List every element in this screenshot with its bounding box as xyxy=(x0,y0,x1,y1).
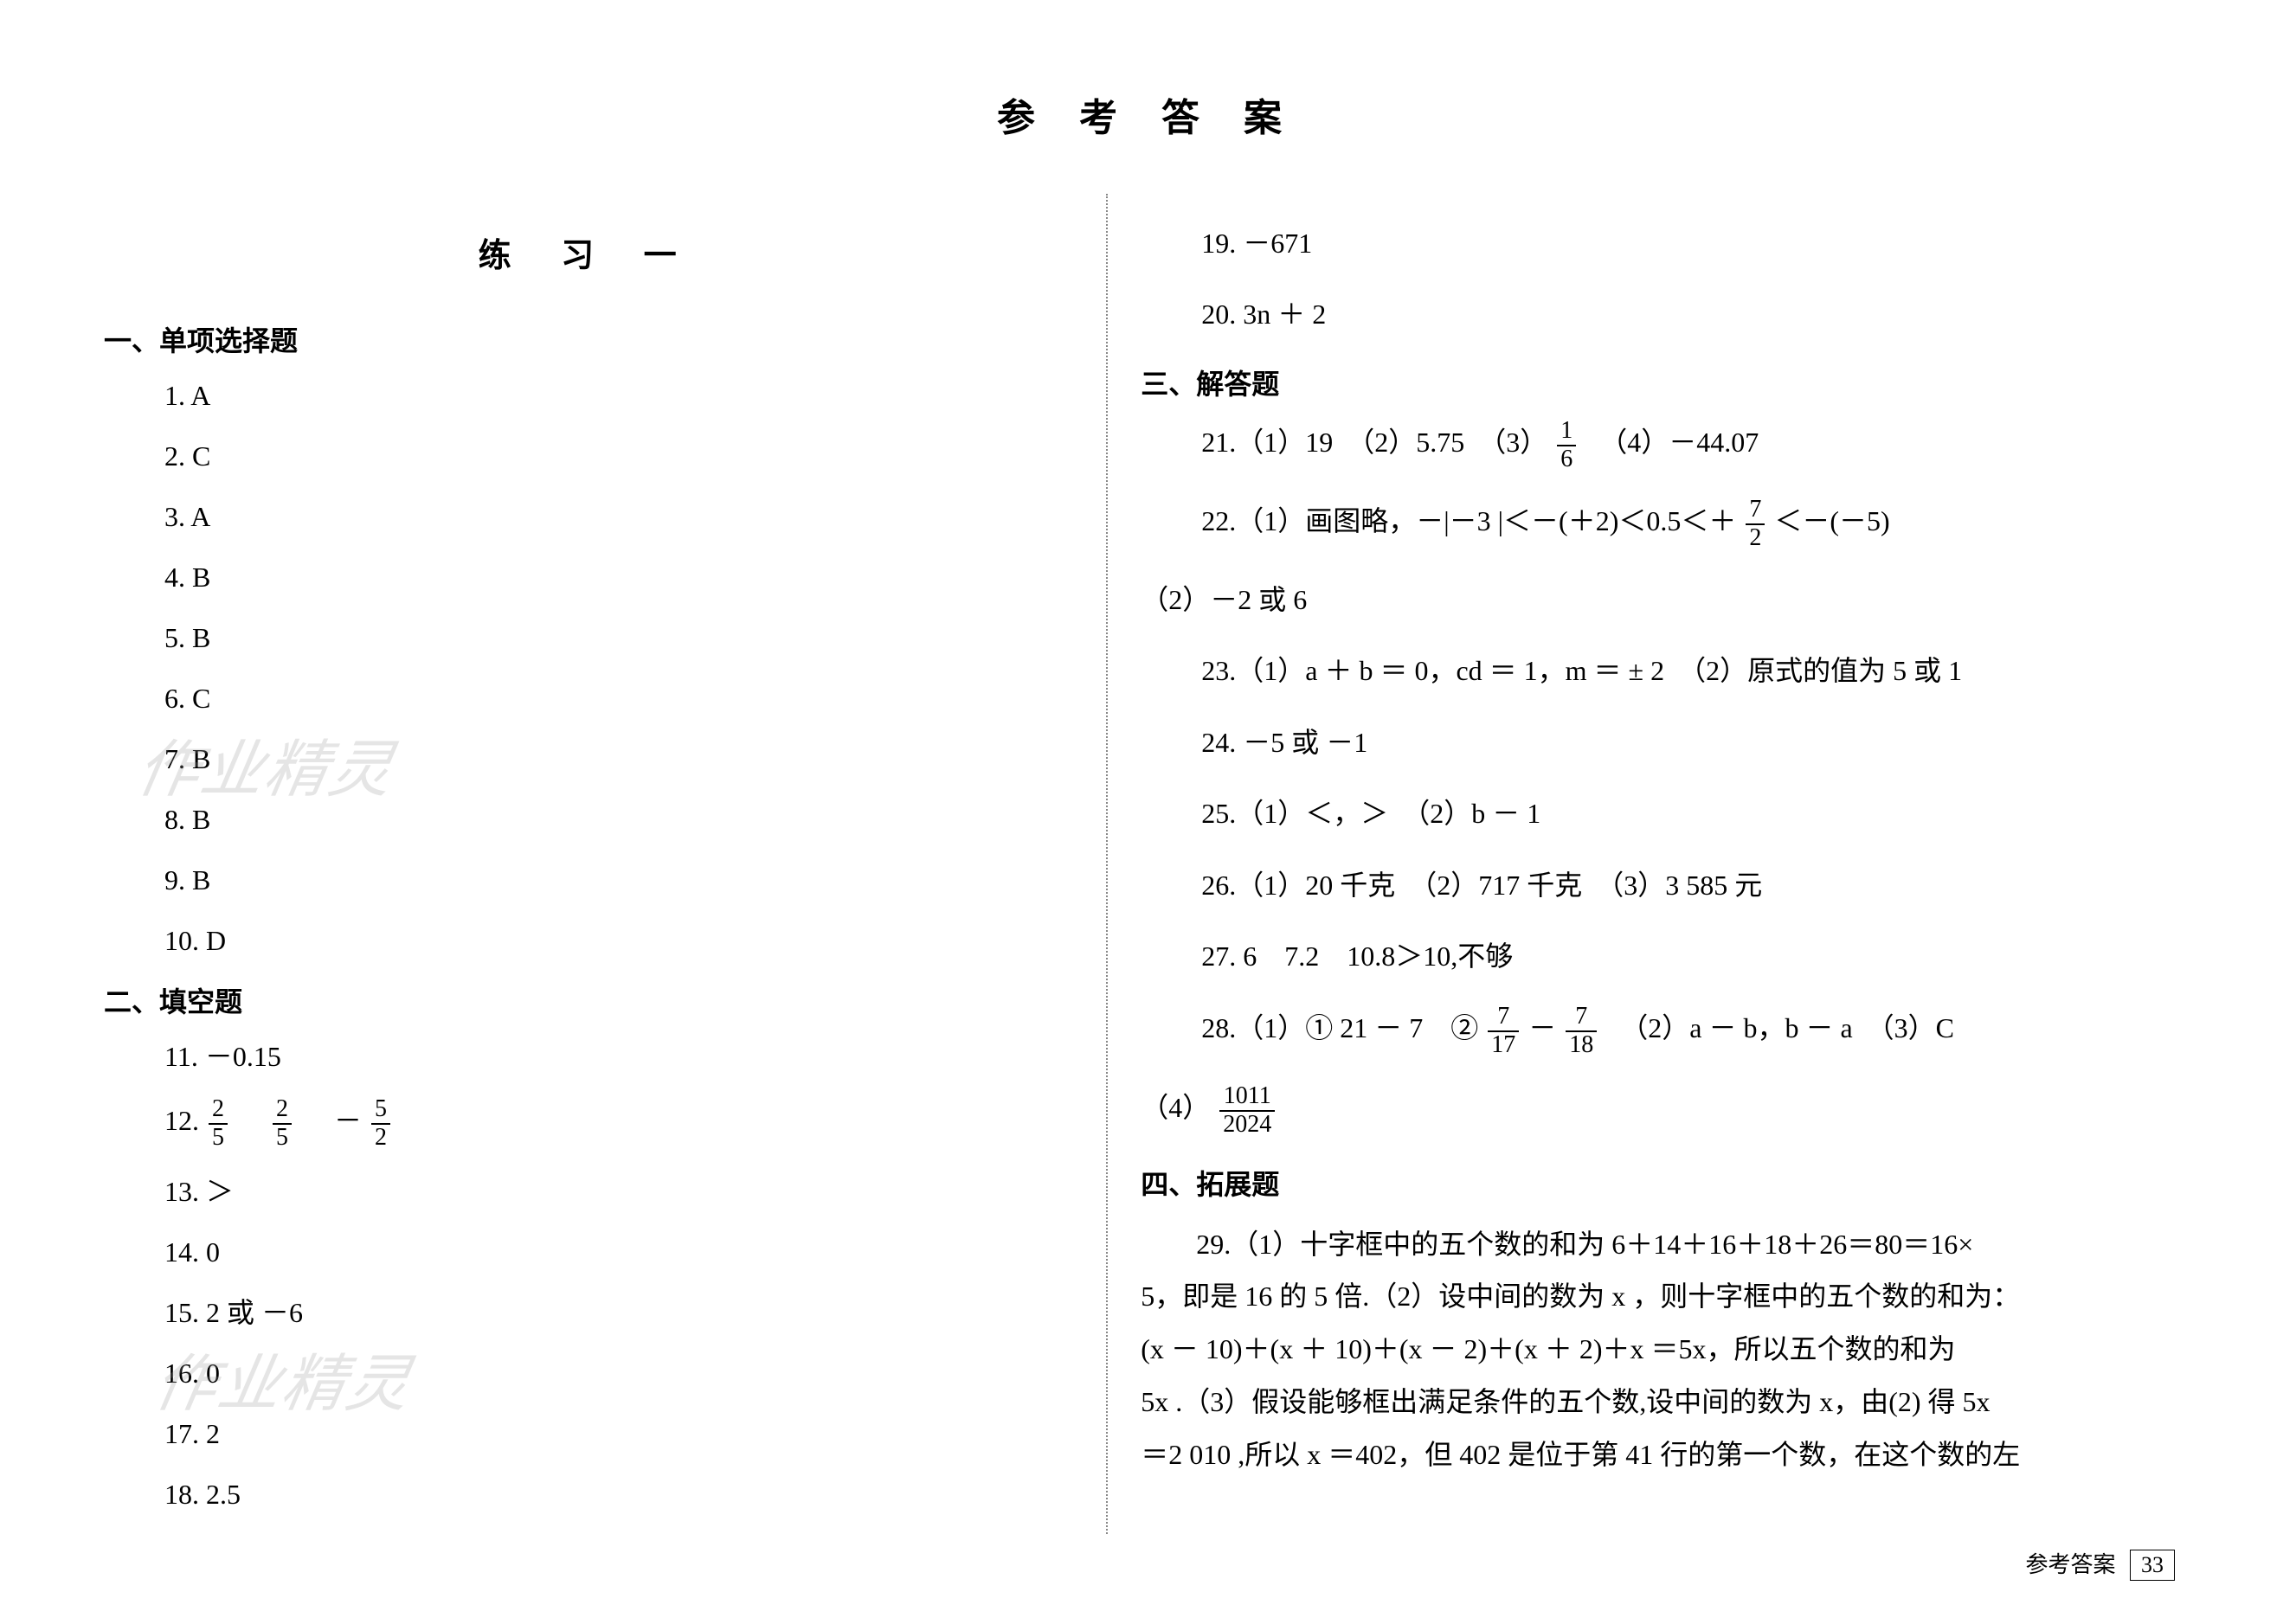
answer-13: 13. ＞ xyxy=(164,1171,1071,1212)
answer-7: 7. B xyxy=(164,738,1071,780)
a12-frac1: 2 5 xyxy=(209,1096,228,1152)
right-column: 19. －671 20. 3n ＋ 2 三、解答题 21.（1）19 （2）5.… xyxy=(1106,194,2192,1534)
left-column: 练 习 一 一、单项选择题 1. A 2. C 3. A 4. B 5. B 6… xyxy=(104,194,1106,1534)
a28-prefix: 28.（1）① 21 － 7 ② xyxy=(1201,1012,1485,1043)
section-4-heading: 四、拓展题 xyxy=(1141,1163,2192,1203)
ext-29-line5: ＝2 010 ,所以 x ＝402，但 402 是位于第 41 行的第一个数，在… xyxy=(1141,1428,2192,1481)
a12-f1-den: 5 xyxy=(209,1125,228,1152)
answer-1: 1. A xyxy=(164,375,1071,416)
answer-2: 2. C xyxy=(164,435,1071,477)
a28-4-prefix: （4） xyxy=(1141,1092,1210,1123)
ext-29-line2: 5，即是 16 的 5 倍.（2）设中间的数为 x ，则十字框中的五个数的和为： xyxy=(1141,1270,2192,1323)
a28-frac1: 7 17 xyxy=(1488,1004,1519,1059)
answer-25: 25.（1）＜，＞ （2）b － 1 xyxy=(1201,790,2192,837)
a21-prefix: 21.（1）19 （2）5.75 （3） xyxy=(1201,427,1547,458)
a28-f1-den: 17 xyxy=(1488,1032,1519,1059)
a28-suffix: （2）a － b，b － a （3）C xyxy=(1606,1012,1954,1043)
a22-suffix: ＜－(－5) xyxy=(1774,506,1889,537)
section-3-heading: 三、解答题 xyxy=(1141,363,2192,402)
section-1-heading: 一、单项选择题 xyxy=(104,319,1071,359)
practice-title: 练 习 一 xyxy=(104,228,1071,276)
a22-f-num: 7 xyxy=(1746,497,1765,525)
answer-19: 19. －671 xyxy=(1201,220,2192,266)
answer-8: 8. B xyxy=(164,799,1071,840)
main-title: 参 考 答 案 xyxy=(104,87,2192,142)
a28-f1-num: 7 xyxy=(1488,1004,1519,1032)
section-2-heading: 二、填空题 xyxy=(104,980,1071,1020)
a12-f3-num: 5 xyxy=(371,1096,390,1125)
a28-4-den: 2024 xyxy=(1219,1112,1275,1139)
a12-f2-den: 5 xyxy=(273,1125,292,1152)
a22-f-den: 2 xyxy=(1746,525,1765,552)
answer-28: 28.（1）① 21 － 7 ② 7 17 － 7 18 （2）a － b，b … xyxy=(1201,1004,2192,1059)
answer-28-4: （4） 1011 2024 xyxy=(1141,1083,2192,1139)
page-footer: 参考答案 33 xyxy=(2025,1547,2175,1581)
answer-26: 26.（1）20 千克 （2）717 千克 （3）3 585 元 xyxy=(1201,862,2192,908)
answer-5: 5. B xyxy=(164,617,1071,658)
a12-f1-num: 2 xyxy=(209,1096,228,1125)
page-number: 33 xyxy=(2130,1550,2175,1581)
page-container: 参 考 答 案 练 习 一 一、单项选择题 1. A 2. C 3. A 4. … xyxy=(0,0,2296,1624)
ext-29-line3: (x － 10)＋(x ＋ 10)＋(x － 2)＋(x ＋ 2)＋x ＝5x，… xyxy=(1141,1323,2192,1376)
answer-20: 20. 3n ＋ 2 xyxy=(1201,291,2192,337)
answer-24: 24. －5 或 －1 xyxy=(1201,719,2192,766)
a28-f2-num: 7 xyxy=(1566,1004,1597,1032)
answer-22-1: 22.（1）画图略，－|－3 |＜－(＋2)＜0.5＜＋ 7 2 ＜－(－5) xyxy=(1201,497,2192,552)
a28-f2-den: 18 xyxy=(1566,1032,1597,1059)
a21-frac1: 1 6 xyxy=(1557,418,1576,473)
a22-prefix: 22.（1）画图略，－|－3 |＜－(＋2)＜0.5＜＋ xyxy=(1201,506,1736,537)
a28-frac2: 7 18 xyxy=(1566,1004,1597,1059)
a21-f1-num: 1 xyxy=(1557,418,1576,446)
answer-14: 14. 0 xyxy=(164,1231,1071,1273)
answer-12: 12. 2 5 2 5 － 5 2 xyxy=(164,1096,1071,1152)
answer-27: 27. 6 7.2 10.8＞10,不够 xyxy=(1201,933,2192,979)
a12-f3-den: 2 xyxy=(371,1125,390,1152)
column-divider xyxy=(1106,194,1108,1534)
columns-wrapper: 练 习 一 一、单项选择题 1. A 2. C 3. A 4. B 5. B 6… xyxy=(104,194,2192,1534)
a28-mid: － xyxy=(1528,1012,1563,1043)
answer-6: 6. C xyxy=(164,677,1071,719)
answer-18: 18. 2.5 xyxy=(164,1473,1071,1515)
a28-4-frac: 1011 2024 xyxy=(1219,1083,1275,1139)
answer-22-2: （2）－2 或 6 xyxy=(1141,576,2192,623)
a21-suffix: （4）－44.07 xyxy=(1585,427,1759,458)
answer-11: 11. －0.15 xyxy=(164,1036,1071,1077)
a12-prefix: 12. xyxy=(164,1105,206,1136)
a12-f2-num: 2 xyxy=(273,1096,292,1125)
footer-label: 参考答案 xyxy=(2025,1552,2115,1577)
answer-9: 9. B xyxy=(164,859,1071,901)
a28-4-num: 1011 xyxy=(1219,1083,1275,1112)
answer-16: 16. 0 xyxy=(164,1352,1071,1394)
a12-neg: － xyxy=(334,1105,362,1136)
ext-29-line4: 5x .（3）假设能够框出满足条件的五个数,设中间的数为 x，由(2) 得 5x xyxy=(1141,1376,2192,1428)
answer-17: 17. 2 xyxy=(164,1413,1071,1454)
answer-21: 21.（1）19 （2）5.75 （3） 1 6 （4）－44.07 xyxy=(1201,418,2192,473)
a12-frac2: 2 5 xyxy=(273,1096,292,1152)
a21-f1-den: 6 xyxy=(1557,446,1576,473)
answer-15: 15. 2 或 －6 xyxy=(164,1292,1071,1333)
answer-3: 3. A xyxy=(164,496,1071,537)
answer-10: 10. D xyxy=(164,920,1071,961)
a12-frac3: 5 2 xyxy=(371,1096,390,1152)
answer-23: 23.（1）a ＋ b ＝ 0，cd ＝ 1，m ＝ ± 2 （2）原式的值为 … xyxy=(1201,647,2192,694)
answer-4: 4. B xyxy=(164,556,1071,598)
a22-frac: 7 2 xyxy=(1746,497,1765,552)
ext-29-line1: 29.（1）十字框中的五个数的和为 6＋14＋16＋18＋26＝80＝16× xyxy=(1141,1218,2192,1271)
